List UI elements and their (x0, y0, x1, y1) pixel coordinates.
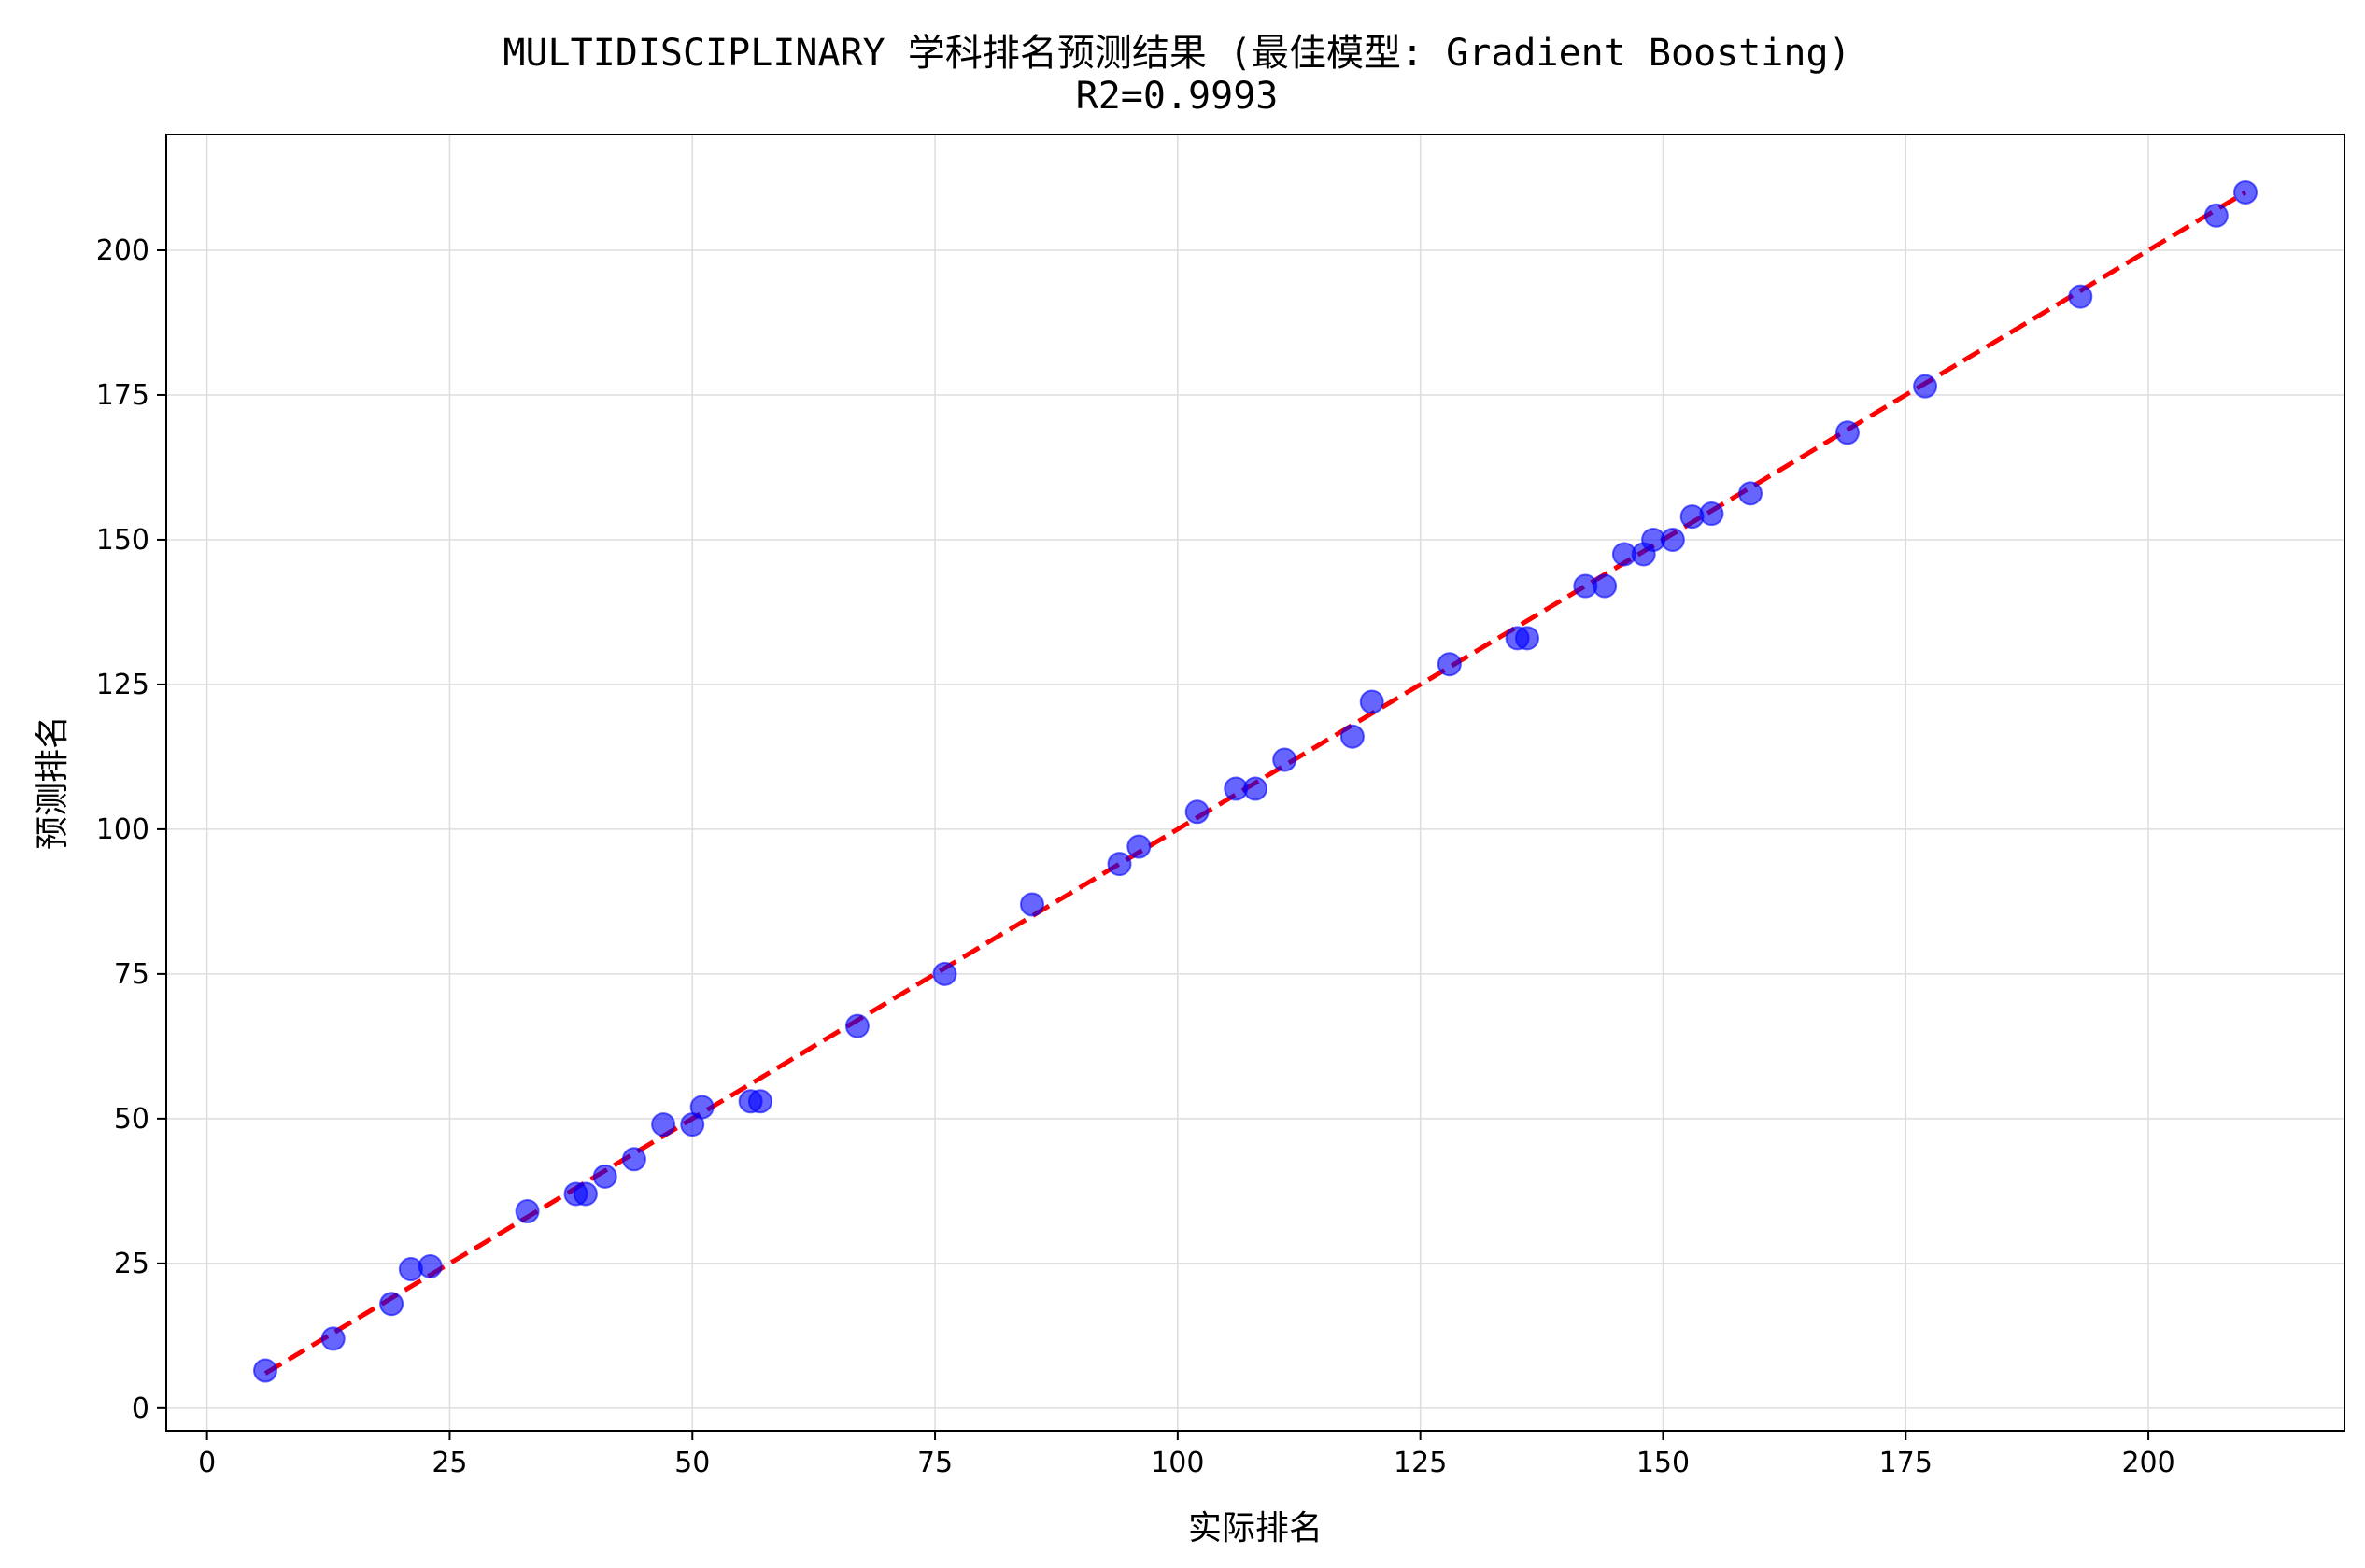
chart-title: MULTIDISCIPLINARY 学科排名预测结果 (最佳模型: Gradie… (503, 32, 1850, 75)
x-tick-label: 150 (1636, 1447, 1690, 1479)
data-point (1913, 374, 1938, 399)
x-tick-label: 125 (1394, 1447, 1447, 1479)
x-tick-label: 175 (1879, 1447, 1933, 1479)
data-point (379, 1292, 404, 1317)
data-point (2203, 203, 2229, 228)
data-point (1107, 852, 1132, 877)
x-tick-label: 0 (198, 1447, 216, 1479)
y-tick-label: 175 (96, 379, 149, 412)
x-axis-label: 实际排名 (1188, 1509, 1323, 1547)
y-axis-ticks: 0 25 50 75 100 125 150 175 200 (96, 234, 166, 1425)
y-tick-label: 100 (96, 813, 149, 846)
y-tick-label: 75 (114, 958, 149, 991)
data-point (2233, 179, 2258, 205)
data-point (748, 1089, 772, 1114)
data-point (320, 1326, 346, 1351)
data-point (1272, 747, 1297, 772)
data-point (1019, 892, 1044, 917)
y-tick-label: 125 (96, 669, 149, 701)
data-point (1738, 481, 1763, 506)
x-axis-ticks: 0 25 50 75 100 125 150 175 200 (198, 1431, 2175, 1479)
data-point (515, 1199, 540, 1224)
data-point (592, 1164, 617, 1189)
plot-frame (165, 134, 2345, 1432)
y-tick-label: 50 (114, 1103, 149, 1136)
x-tick-label: 50 (674, 1447, 710, 1479)
data-point (1514, 626, 1539, 651)
data-point (573, 1181, 598, 1207)
data-point (651, 1112, 676, 1137)
data-point (844, 1013, 870, 1038)
y-tick-label: 25 (114, 1248, 149, 1280)
data-point (253, 1358, 277, 1383)
data-point (2068, 284, 2093, 309)
data-point (1359, 689, 1384, 714)
grid (166, 134, 2344, 1431)
x-tick-label: 100 (1151, 1447, 1204, 1479)
data-point (932, 961, 957, 986)
data-point (621, 1147, 646, 1172)
data-point (1660, 527, 1685, 552)
data-point (689, 1095, 715, 1120)
y-tick-label: 0 (132, 1392, 149, 1425)
data-point (1184, 799, 1210, 825)
data-point (1593, 573, 1618, 599)
x-tick-label: 75 (917, 1447, 953, 1479)
y-tick-label: 200 (96, 234, 149, 267)
data-point (1339, 724, 1365, 749)
scatter-points (253, 179, 2258, 1383)
chart-subtitle: R2=0.9993 (1076, 75, 1279, 118)
data-point (1243, 776, 1267, 801)
x-tick-label: 200 (2121, 1447, 2174, 1479)
data-point (1126, 834, 1152, 859)
y-axis-label: 预测排名 (34, 715, 72, 850)
data-point (1699, 501, 1724, 527)
data-point (418, 1253, 443, 1278)
y-tick-label: 150 (96, 524, 149, 557)
data-point (1834, 420, 1860, 445)
x-tick-label: 25 (432, 1447, 467, 1479)
data-point (1437, 652, 1462, 677)
